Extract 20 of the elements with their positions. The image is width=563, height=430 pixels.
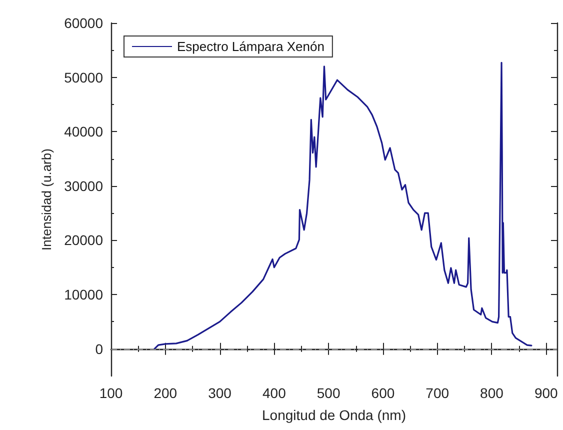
y-tick-label: 50000: [64, 69, 104, 86]
x-tick-label: 900: [534, 385, 558, 401]
x-tick-label: 400: [262, 385, 286, 401]
x-axis-title: Longitud de Onda (nm): [262, 407, 406, 423]
x-tick-label: 700: [426, 385, 450, 401]
y-tick-label: 40000: [64, 124, 104, 140]
line-series: [154, 62, 532, 350]
legend-label: Espectro Lámpara Xenón: [177, 39, 324, 54]
x-tick-label: 500: [316, 385, 340, 401]
x-tick-label: 300: [208, 385, 232, 401]
y-axis-title: Intensidad (u.arb): [39, 148, 54, 250]
x-tick-label: 600: [371, 385, 395, 401]
x-tick-label: 200: [154, 385, 178, 401]
y-tick-label: 10000: [64, 286, 104, 303]
y-tick-label: 20000: [64, 232, 104, 248]
y-tick-label: 60000: [64, 15, 104, 31]
x-tick-label: 800: [480, 385, 504, 401]
y-tick-label: 0: [95, 340, 104, 357]
y-tick-label: 30000: [64, 178, 104, 194]
x-tick-label: 100: [99, 385, 123, 401]
